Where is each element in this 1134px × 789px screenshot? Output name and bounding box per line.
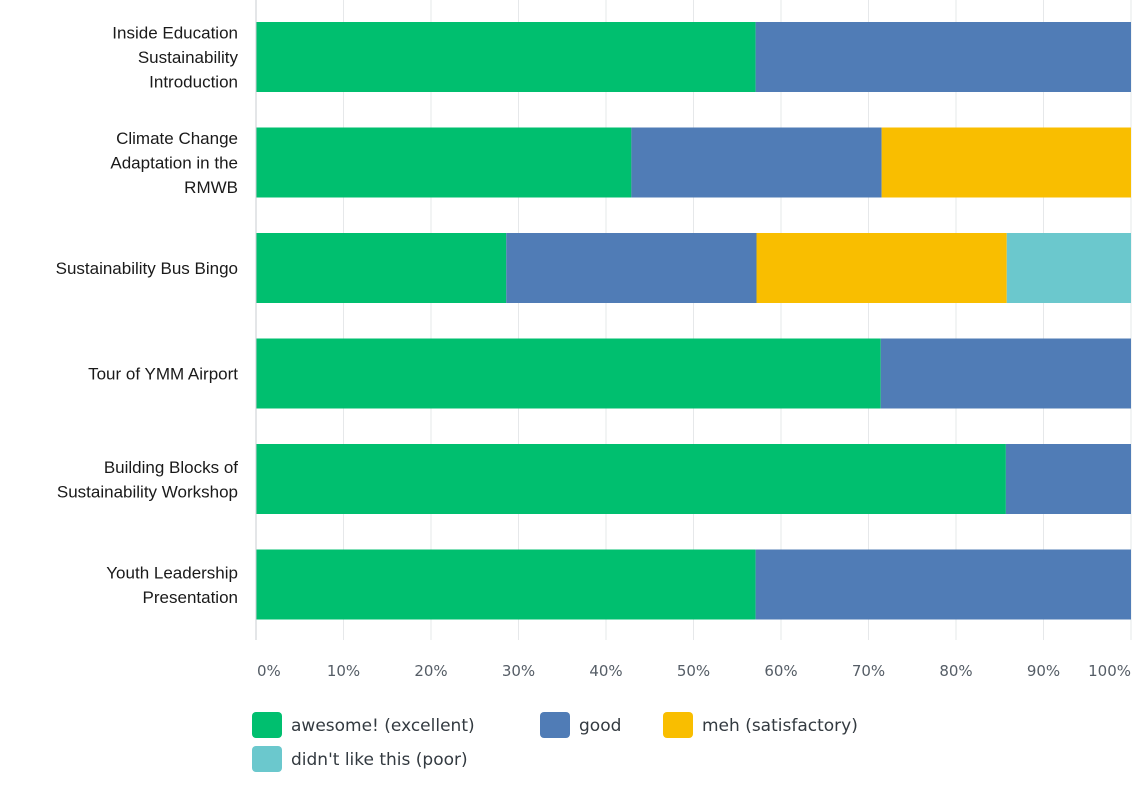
category-label: Inside Education Sustainability Introducti… [112,24,238,92]
legend-swatch [540,712,570,738]
legend-label: meh (satisfactory) [702,716,858,736]
bar-segment [1005,444,1131,514]
bar-segment [1006,233,1131,303]
grid-lines [343,0,1132,640]
x-tick-label: 90% [1027,662,1060,680]
x-tick-label: 30% [502,662,535,680]
legend-label: good [579,716,621,736]
x-tick-label: 70% [852,662,885,680]
bars [256,22,1131,620]
legend-swatch [252,712,282,738]
x-tick-label: 20% [414,662,447,680]
x-tick-label: 80% [939,662,972,680]
bar-segment [256,22,756,92]
x-tick-label: 60% [764,662,797,680]
category-label: Youth Leadership Presentation [106,563,238,607]
bar-segment [756,233,1007,303]
bar-segment [256,338,881,409]
bar-segment [256,444,1006,514]
bar-segment [755,549,1131,620]
x-tick-label: 50% [677,662,710,680]
bar-segment [631,127,882,198]
x-tick-label: 10% [327,662,360,680]
category-label: Tour of YMM Airport [88,365,238,384]
legend-label: didn't like this (poor) [291,750,468,770]
legend: awesome! (excellent) good meh (satisfactor… [252,712,858,772]
bar-segment [880,338,1131,409]
category-label: Sustainability Bus Bingo [56,259,238,278]
x-tick-labels: 0% 10% 20% 30% 40% 50% 60% 70% 80% 90% 100% [257,662,1131,680]
legend-swatch [663,712,693,738]
bar-segment [256,127,632,198]
bar-segment [256,233,507,303]
x-tick-label: 40% [589,662,622,680]
bar-segment [881,127,1131,198]
bar-segment [755,22,1131,92]
category-label: Building Blocks of Sustainability Worksho… [57,458,238,502]
bar-segment [506,233,757,303]
legend-label: awesome! (excellent) [291,716,475,736]
category-label: Climate Change Adaptation in the RMWB [110,129,238,197]
category-labels: Inside Education Sustainability Introducti… [56,24,239,607]
x-tick-label: 100% [1088,662,1131,680]
bar-segment [256,549,756,620]
legend-swatch [252,746,282,772]
x-tick-label: 0% [257,662,281,680]
